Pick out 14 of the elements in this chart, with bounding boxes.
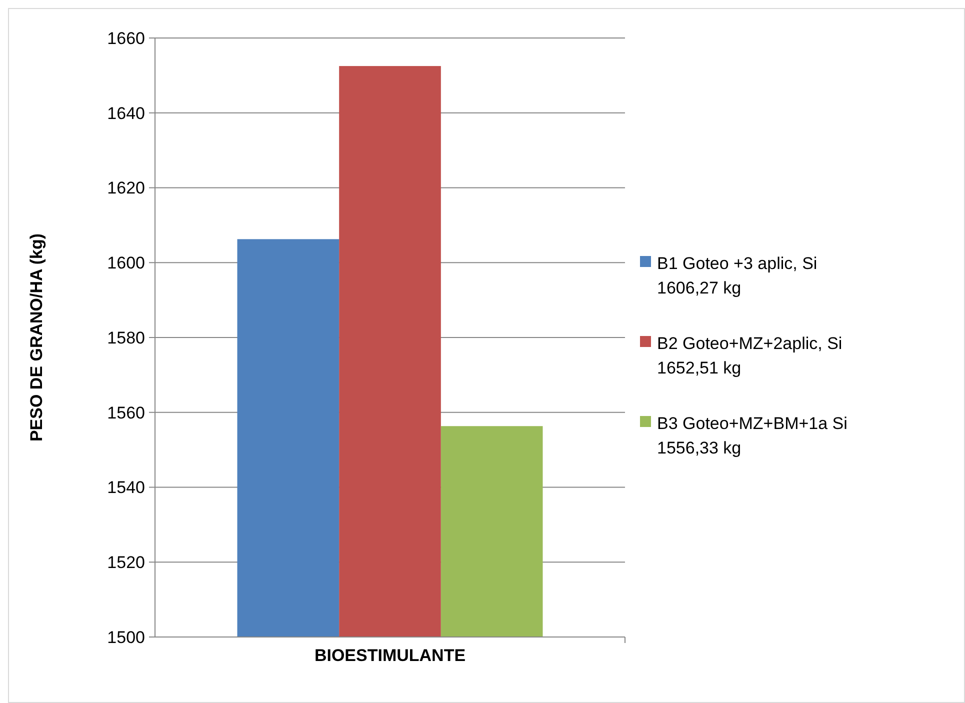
y-tick-label: 1620 bbox=[107, 178, 145, 198]
legend-label: B3 Goteo+MZ+BM+1a Si 1556,33 kg bbox=[657, 414, 848, 458]
y-tick-label: 1600 bbox=[107, 254, 145, 273]
y-tick-label: 1560 bbox=[107, 403, 145, 422]
y-tick-label: 1660 bbox=[107, 28, 145, 48]
y-tick-label: 1540 bbox=[107, 478, 145, 498]
x-tick-label: BIOESTIMULANTE bbox=[314, 646, 466, 665]
y-axis-title: PESO DE GRANO/HA (kg) bbox=[27, 233, 46, 442]
y-tick-label: 1520 bbox=[107, 553, 145, 572]
legend-label: B2 Goteo+MZ+2aplic, Si 1652,51 kg bbox=[657, 334, 842, 378]
y-tick-label: 1640 bbox=[107, 104, 145, 123]
y-tick-label: 1500 bbox=[107, 628, 145, 647]
legend-label: B1 Goteo +3 aplic, Si 1606,27 kg bbox=[657, 254, 818, 298]
y-tick-label: 1580 bbox=[107, 328, 145, 348]
